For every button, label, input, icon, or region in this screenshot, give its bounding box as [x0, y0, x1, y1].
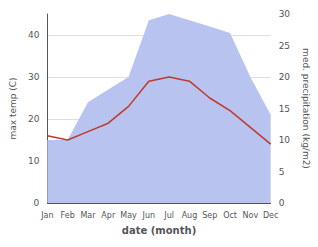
- svg-text:Apr: Apr: [101, 211, 116, 220]
- svg-text:med. precipitation (kg/m2): med. precipitation (kg/m2): [301, 48, 311, 169]
- svg-text:May: May: [120, 211, 137, 220]
- svg-text:Feb: Feb: [61, 211, 75, 220]
- svg-text:5: 5: [279, 167, 285, 177]
- svg-text:max temp (C): max temp (C): [8, 77, 18, 139]
- svg-text:Jul: Jul: [163, 211, 174, 220]
- svg-text:Sep: Sep: [202, 211, 217, 220]
- svg-text:10: 10: [279, 135, 291, 145]
- svg-text:Nov: Nov: [243, 211, 259, 220]
- svg-text:30: 30: [279, 9, 291, 19]
- svg-text:Dec: Dec: [263, 211, 278, 220]
- svg-text:0: 0: [34, 198, 40, 208]
- svg-text:10: 10: [28, 156, 40, 166]
- svg-text:Oct: Oct: [223, 211, 237, 220]
- svg-text:40: 40: [28, 30, 40, 40]
- svg-text:Mar: Mar: [80, 211, 96, 220]
- svg-text:25: 25: [279, 41, 290, 51]
- svg-text:date (month): date (month): [122, 225, 196, 236]
- svg-text:30: 30: [28, 72, 40, 82]
- svg-text:Jun: Jun: [142, 211, 156, 220]
- svg-text:20: 20: [279, 72, 291, 82]
- svg-text:Jan: Jan: [40, 211, 53, 220]
- svg-text:0: 0: [279, 198, 285, 208]
- svg-text:20: 20: [28, 114, 40, 124]
- svg-text:15: 15: [279, 104, 290, 114]
- svg-text:Aug: Aug: [182, 211, 198, 220]
